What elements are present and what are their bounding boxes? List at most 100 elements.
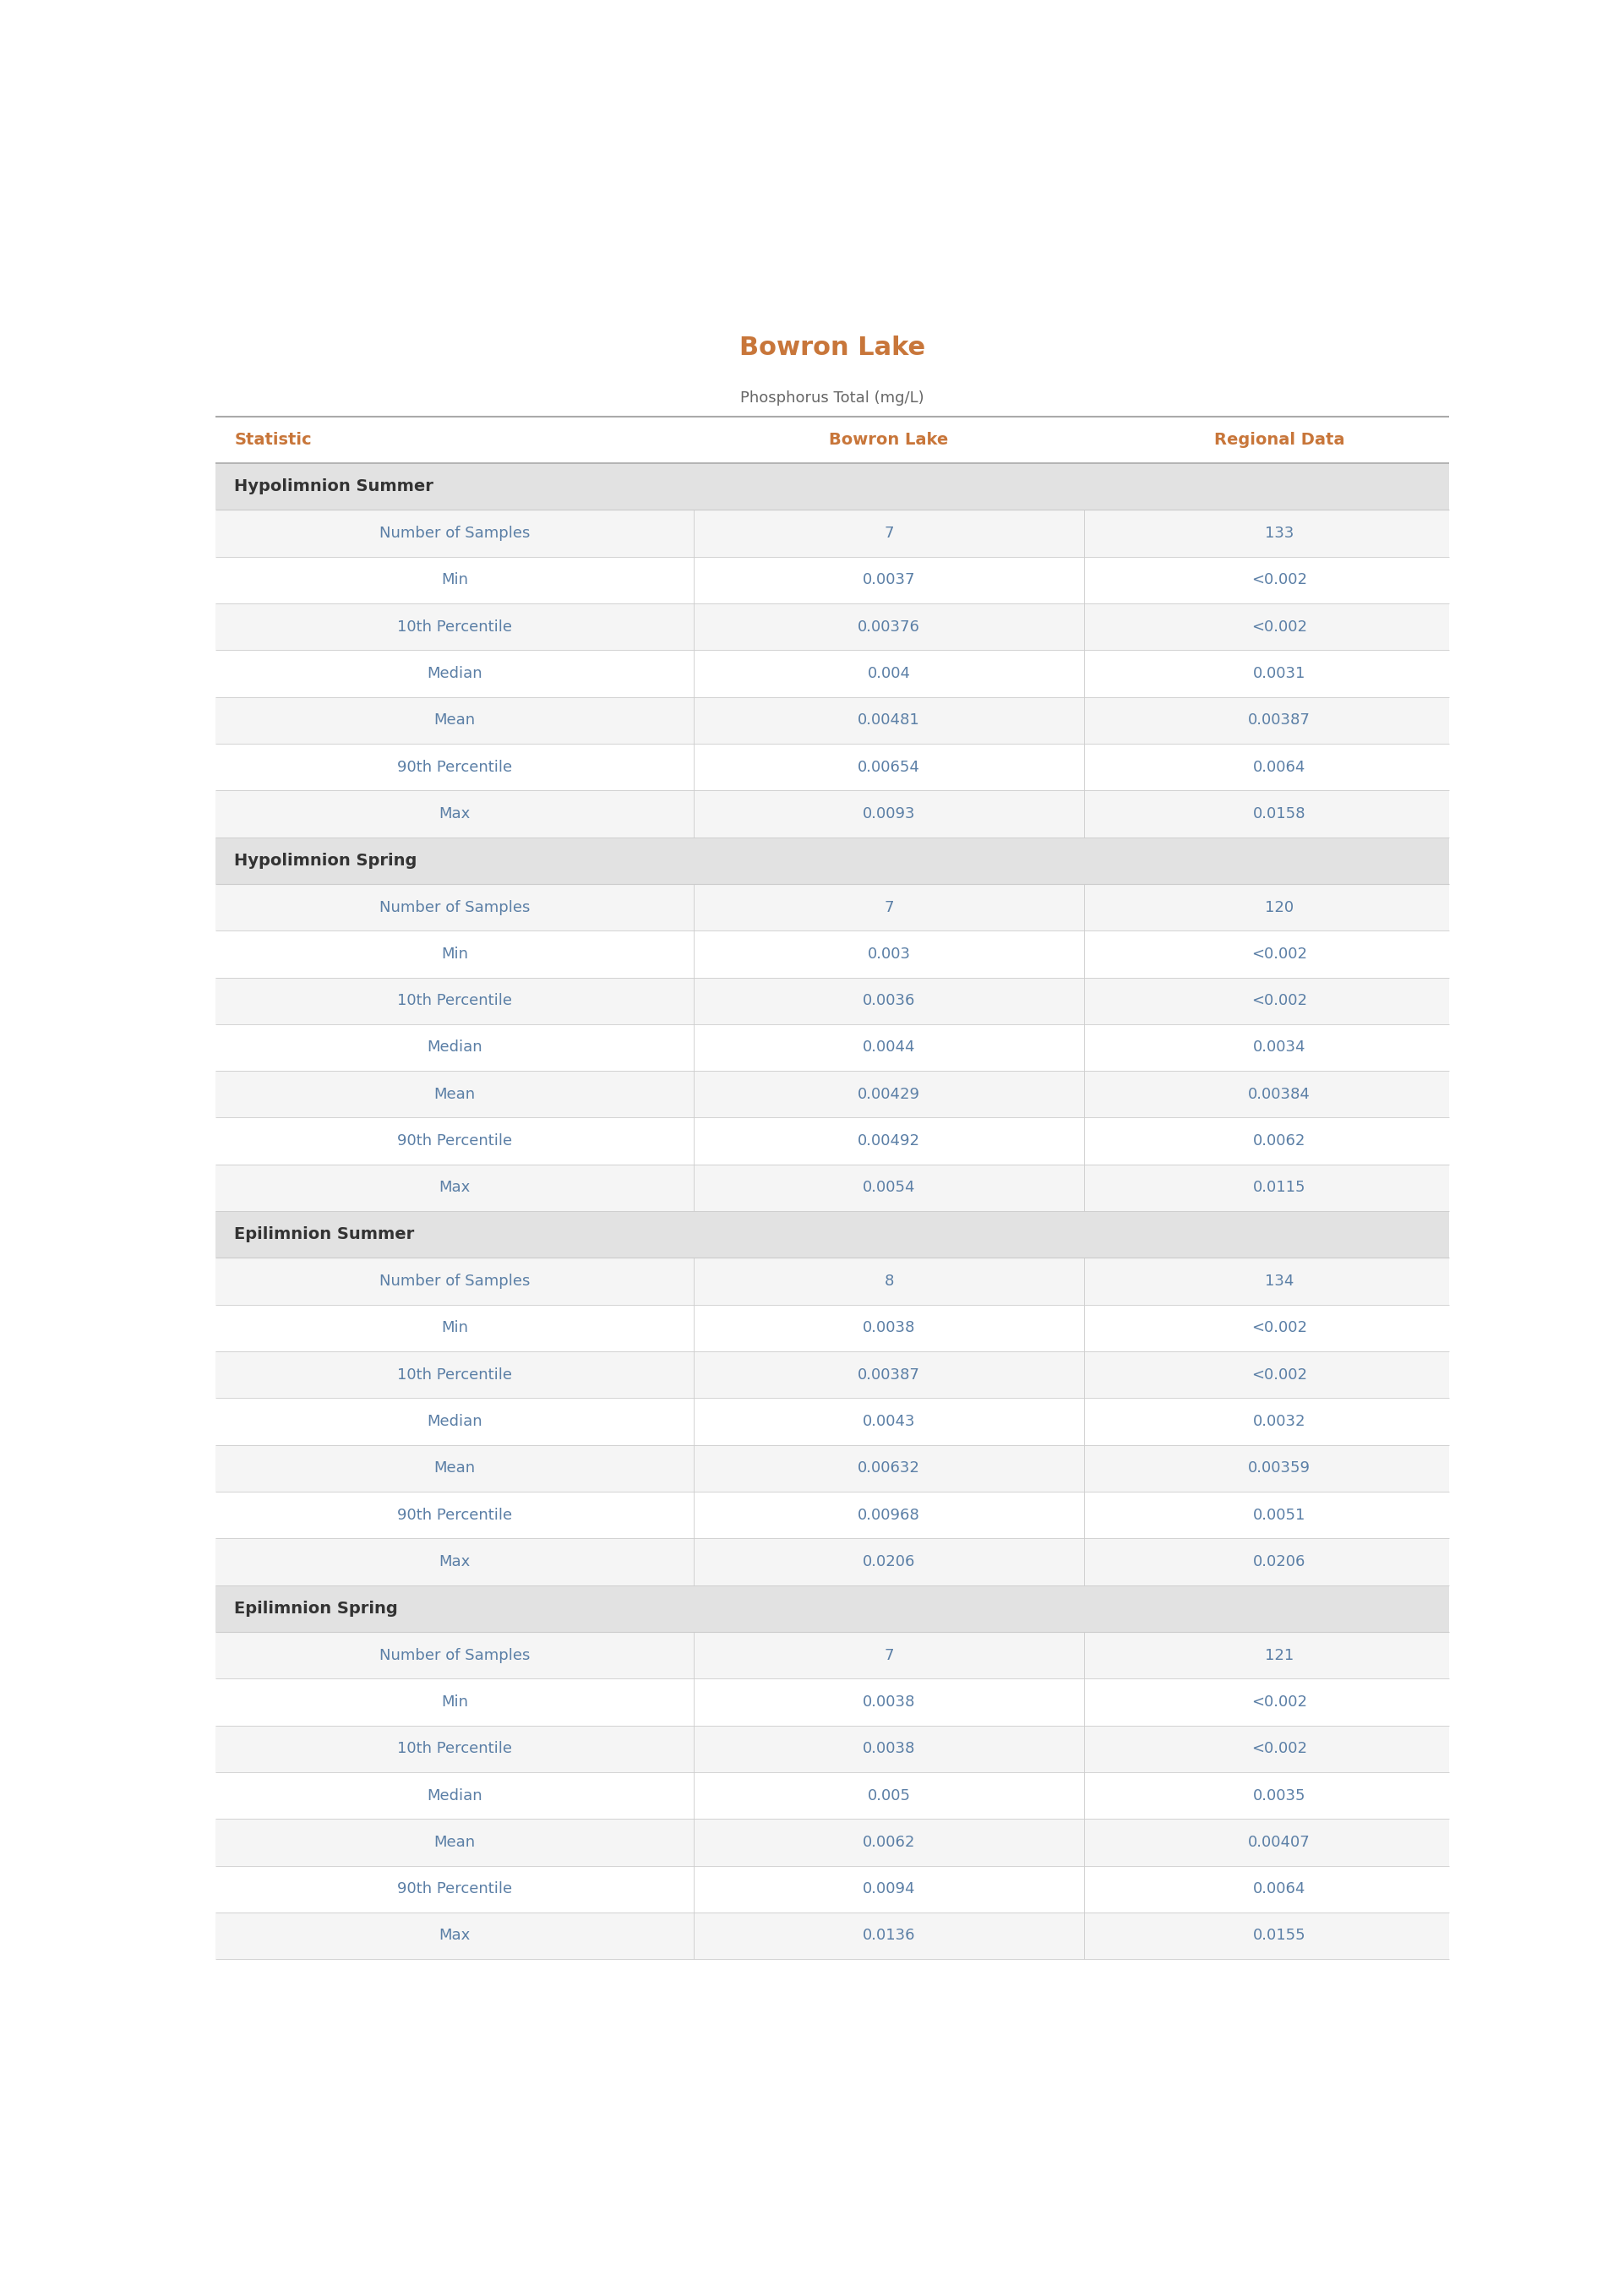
Bar bbox=[216, 931, 1449, 978]
Text: <0.002: <0.002 bbox=[1250, 1321, 1307, 1335]
Text: Bowron Lake: Bowron Lake bbox=[830, 431, 948, 447]
Text: Number of Samples: Number of Samples bbox=[380, 527, 529, 540]
Bar bbox=[216, 604, 1449, 649]
Text: 0.0037: 0.0037 bbox=[862, 572, 916, 588]
Text: 0.0064: 0.0064 bbox=[1252, 760, 1306, 774]
Text: 0.0038: 0.0038 bbox=[862, 1741, 916, 1757]
Bar bbox=[216, 1773, 1449, 1818]
Text: 0.00968: 0.00968 bbox=[857, 1507, 921, 1523]
Text: 8: 8 bbox=[883, 1273, 893, 1289]
Text: 0.0031: 0.0031 bbox=[1252, 665, 1306, 681]
Bar bbox=[216, 1632, 1449, 1678]
Bar bbox=[216, 1024, 1449, 1071]
Text: Epilimnion Spring: Epilimnion Spring bbox=[234, 1600, 398, 1616]
Bar bbox=[216, 1305, 1449, 1351]
Text: 0.0035: 0.0035 bbox=[1252, 1789, 1306, 1802]
Text: 0.0093: 0.0093 bbox=[862, 806, 916, 822]
Bar bbox=[216, 790, 1449, 838]
Bar bbox=[216, 463, 1449, 511]
Text: <0.002: <0.002 bbox=[1250, 994, 1307, 1008]
Text: Min: Min bbox=[442, 947, 468, 962]
Text: 0.0062: 0.0062 bbox=[862, 1834, 916, 1850]
Bar bbox=[216, 1678, 1449, 1725]
Text: Hypolimnion Spring: Hypolimnion Spring bbox=[234, 854, 417, 869]
Text: 0.0054: 0.0054 bbox=[862, 1180, 916, 1196]
Text: Min: Min bbox=[442, 1693, 468, 1709]
Text: 0.0036: 0.0036 bbox=[862, 994, 916, 1008]
Bar bbox=[216, 511, 1449, 556]
Text: 0.00654: 0.00654 bbox=[857, 760, 921, 774]
Text: 121: 121 bbox=[1265, 1648, 1294, 1664]
Text: 0.0155: 0.0155 bbox=[1252, 1927, 1306, 1943]
Bar bbox=[216, 1117, 1449, 1165]
Text: 0.00359: 0.00359 bbox=[1247, 1460, 1311, 1476]
Text: Number of Samples: Number of Samples bbox=[380, 1648, 529, 1664]
Text: 7: 7 bbox=[883, 1648, 893, 1664]
Text: 0.0115: 0.0115 bbox=[1252, 1180, 1306, 1196]
Text: 0.004: 0.004 bbox=[867, 665, 911, 681]
Text: 0.0064: 0.0064 bbox=[1252, 1882, 1306, 1898]
Bar bbox=[216, 1351, 1449, 1398]
Text: 0.003: 0.003 bbox=[867, 947, 911, 962]
Text: 134: 134 bbox=[1265, 1273, 1294, 1289]
Text: 0.00492: 0.00492 bbox=[857, 1133, 921, 1149]
Bar bbox=[216, 1071, 1449, 1117]
Text: <0.002: <0.002 bbox=[1250, 1367, 1307, 1382]
Text: 0.0158: 0.0158 bbox=[1252, 806, 1306, 822]
Bar bbox=[216, 415, 1449, 463]
Text: 0.0094: 0.0094 bbox=[862, 1882, 916, 1898]
Text: 10th Percentile: 10th Percentile bbox=[398, 1367, 512, 1382]
Bar bbox=[216, 1258, 1449, 1305]
Bar bbox=[216, 649, 1449, 697]
Text: Median: Median bbox=[427, 665, 482, 681]
Text: 0.0034: 0.0034 bbox=[1252, 1040, 1306, 1056]
Text: 0.00632: 0.00632 bbox=[857, 1460, 921, 1476]
Text: Phosphorus Total (mg/L): Phosphorus Total (mg/L) bbox=[741, 390, 924, 406]
Text: 0.0032: 0.0032 bbox=[1252, 1414, 1306, 1430]
Text: Mean: Mean bbox=[434, 1460, 476, 1476]
Text: 0.0062: 0.0062 bbox=[1252, 1133, 1306, 1149]
Text: Min: Min bbox=[442, 572, 468, 588]
Text: Hypolimnion Summer: Hypolimnion Summer bbox=[234, 479, 434, 495]
Bar bbox=[216, 1911, 1449, 1959]
Text: 0.0051: 0.0051 bbox=[1252, 1507, 1306, 1523]
Text: Number of Samples: Number of Samples bbox=[380, 899, 529, 915]
Text: 7: 7 bbox=[883, 899, 893, 915]
Bar bbox=[216, 1398, 1449, 1446]
Text: 0.00407: 0.00407 bbox=[1247, 1834, 1311, 1850]
Text: 7: 7 bbox=[883, 527, 893, 540]
Text: 0.0043: 0.0043 bbox=[862, 1414, 916, 1430]
Bar bbox=[216, 1212, 1449, 1258]
Text: Min: Min bbox=[442, 1321, 468, 1335]
Text: Epilimnion Summer: Epilimnion Summer bbox=[234, 1226, 414, 1242]
Bar bbox=[216, 697, 1449, 745]
Text: 0.0206: 0.0206 bbox=[1252, 1555, 1306, 1569]
Bar bbox=[216, 1818, 1449, 1866]
Text: 0.00376: 0.00376 bbox=[857, 620, 921, 633]
Text: <0.002: <0.002 bbox=[1250, 1693, 1307, 1709]
Text: 0.00387: 0.00387 bbox=[857, 1367, 921, 1382]
Text: 10th Percentile: 10th Percentile bbox=[398, 620, 512, 633]
Text: Number of Samples: Number of Samples bbox=[380, 1273, 529, 1289]
Text: Median: Median bbox=[427, 1789, 482, 1802]
Text: 90th Percentile: 90th Percentile bbox=[398, 760, 512, 774]
Bar bbox=[216, 1165, 1449, 1212]
Text: 10th Percentile: 10th Percentile bbox=[398, 1741, 512, 1757]
Text: <0.002: <0.002 bbox=[1250, 947, 1307, 962]
Text: 90th Percentile: 90th Percentile bbox=[398, 1133, 512, 1149]
Bar bbox=[216, 556, 1449, 604]
Text: Median: Median bbox=[427, 1414, 482, 1430]
Text: Statistic: Statistic bbox=[234, 431, 312, 447]
Bar bbox=[216, 1866, 1449, 1911]
Text: 0.00384: 0.00384 bbox=[1247, 1087, 1311, 1101]
Bar bbox=[216, 1491, 1449, 1539]
Text: 0.00429: 0.00429 bbox=[857, 1087, 921, 1101]
Text: 0.00481: 0.00481 bbox=[857, 713, 921, 729]
Text: 0.00387: 0.00387 bbox=[1247, 713, 1311, 729]
Bar bbox=[216, 1539, 1449, 1584]
Bar bbox=[216, 883, 1449, 931]
Bar bbox=[216, 745, 1449, 790]
Text: 0.0136: 0.0136 bbox=[862, 1927, 916, 1943]
Text: 0.0038: 0.0038 bbox=[862, 1693, 916, 1709]
Text: 0.005: 0.005 bbox=[867, 1789, 911, 1802]
